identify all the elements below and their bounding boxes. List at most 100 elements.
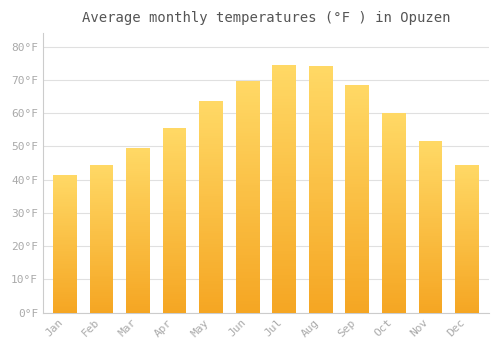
Bar [162, 273, 186, 276]
Bar [346, 213, 369, 216]
Bar [199, 307, 223, 310]
Bar [162, 156, 186, 158]
Bar [309, 94, 332, 97]
Bar [309, 251, 332, 254]
Bar [53, 180, 77, 182]
Bar [382, 131, 406, 133]
Bar [199, 228, 223, 231]
Bar [309, 149, 332, 153]
Bar [162, 130, 186, 133]
Bar [236, 211, 260, 215]
Bar [455, 189, 479, 190]
Bar [236, 174, 260, 177]
Bar [90, 202, 114, 203]
Bar [309, 153, 332, 156]
Bar [53, 202, 77, 204]
Bar [162, 225, 186, 227]
Bar [199, 102, 223, 104]
Bar [162, 303, 186, 306]
Bar [418, 208, 442, 210]
Bar [382, 180, 406, 183]
Bar [272, 307, 296, 309]
Bar [126, 214, 150, 216]
Bar [162, 176, 186, 179]
Bar [236, 116, 260, 119]
Bar [418, 229, 442, 231]
Bar [90, 248, 114, 250]
Bar [199, 220, 223, 223]
Bar [126, 282, 150, 284]
Bar [199, 302, 223, 305]
Bar [53, 214, 77, 216]
Bar [162, 142, 186, 144]
Bar [309, 140, 332, 143]
Bar [126, 167, 150, 169]
Bar [346, 110, 369, 113]
Bar [346, 159, 369, 162]
Bar [455, 289, 479, 290]
Bar [126, 270, 150, 272]
Bar [199, 236, 223, 239]
Bar [199, 284, 223, 286]
Bar [346, 253, 369, 256]
Bar [309, 276, 332, 279]
Bar [346, 301, 369, 304]
Bar [418, 255, 442, 257]
Bar [418, 156, 442, 159]
Bar [126, 197, 150, 199]
Bar [346, 256, 369, 259]
Bar [90, 168, 114, 170]
Bar [272, 192, 296, 195]
Bar [272, 285, 296, 288]
Bar [236, 249, 260, 252]
Bar [455, 290, 479, 292]
Bar [346, 162, 369, 164]
Bar [346, 125, 369, 127]
Bar [382, 285, 406, 288]
Bar [455, 268, 479, 270]
Bar [90, 216, 114, 218]
Bar [236, 304, 260, 307]
Bar [90, 261, 114, 263]
Bar [90, 239, 114, 240]
Bar [162, 181, 186, 183]
Bar [199, 186, 223, 189]
Bar [346, 227, 369, 230]
Bar [236, 252, 260, 255]
Bar [418, 182, 442, 184]
Bar [199, 173, 223, 175]
Bar [309, 174, 332, 177]
Bar [53, 256, 77, 257]
Bar [455, 216, 479, 218]
Bar [53, 299, 77, 301]
Bar [272, 111, 296, 114]
Bar [126, 170, 150, 173]
Bar [346, 136, 369, 139]
Bar [90, 180, 114, 181]
Bar [309, 233, 332, 236]
Bar [162, 128, 186, 130]
Bar [455, 253, 479, 255]
Bar [455, 180, 479, 181]
Bar [90, 242, 114, 244]
Bar [382, 230, 406, 233]
Bar [382, 158, 406, 160]
Bar [162, 255, 186, 257]
Bar [199, 114, 223, 117]
Bar [309, 236, 332, 239]
Bar [126, 253, 150, 255]
Bar [346, 244, 369, 247]
Bar [162, 190, 186, 192]
Bar [90, 229, 114, 231]
Bar [53, 301, 77, 302]
Bar [126, 272, 150, 274]
Bar [309, 297, 332, 300]
Bar [126, 232, 150, 234]
Bar [272, 309, 296, 313]
Bar [126, 228, 150, 230]
Bar [382, 208, 406, 210]
Bar [455, 190, 479, 192]
Bar [199, 109, 223, 112]
Bar [309, 66, 332, 70]
Bar [90, 198, 114, 200]
